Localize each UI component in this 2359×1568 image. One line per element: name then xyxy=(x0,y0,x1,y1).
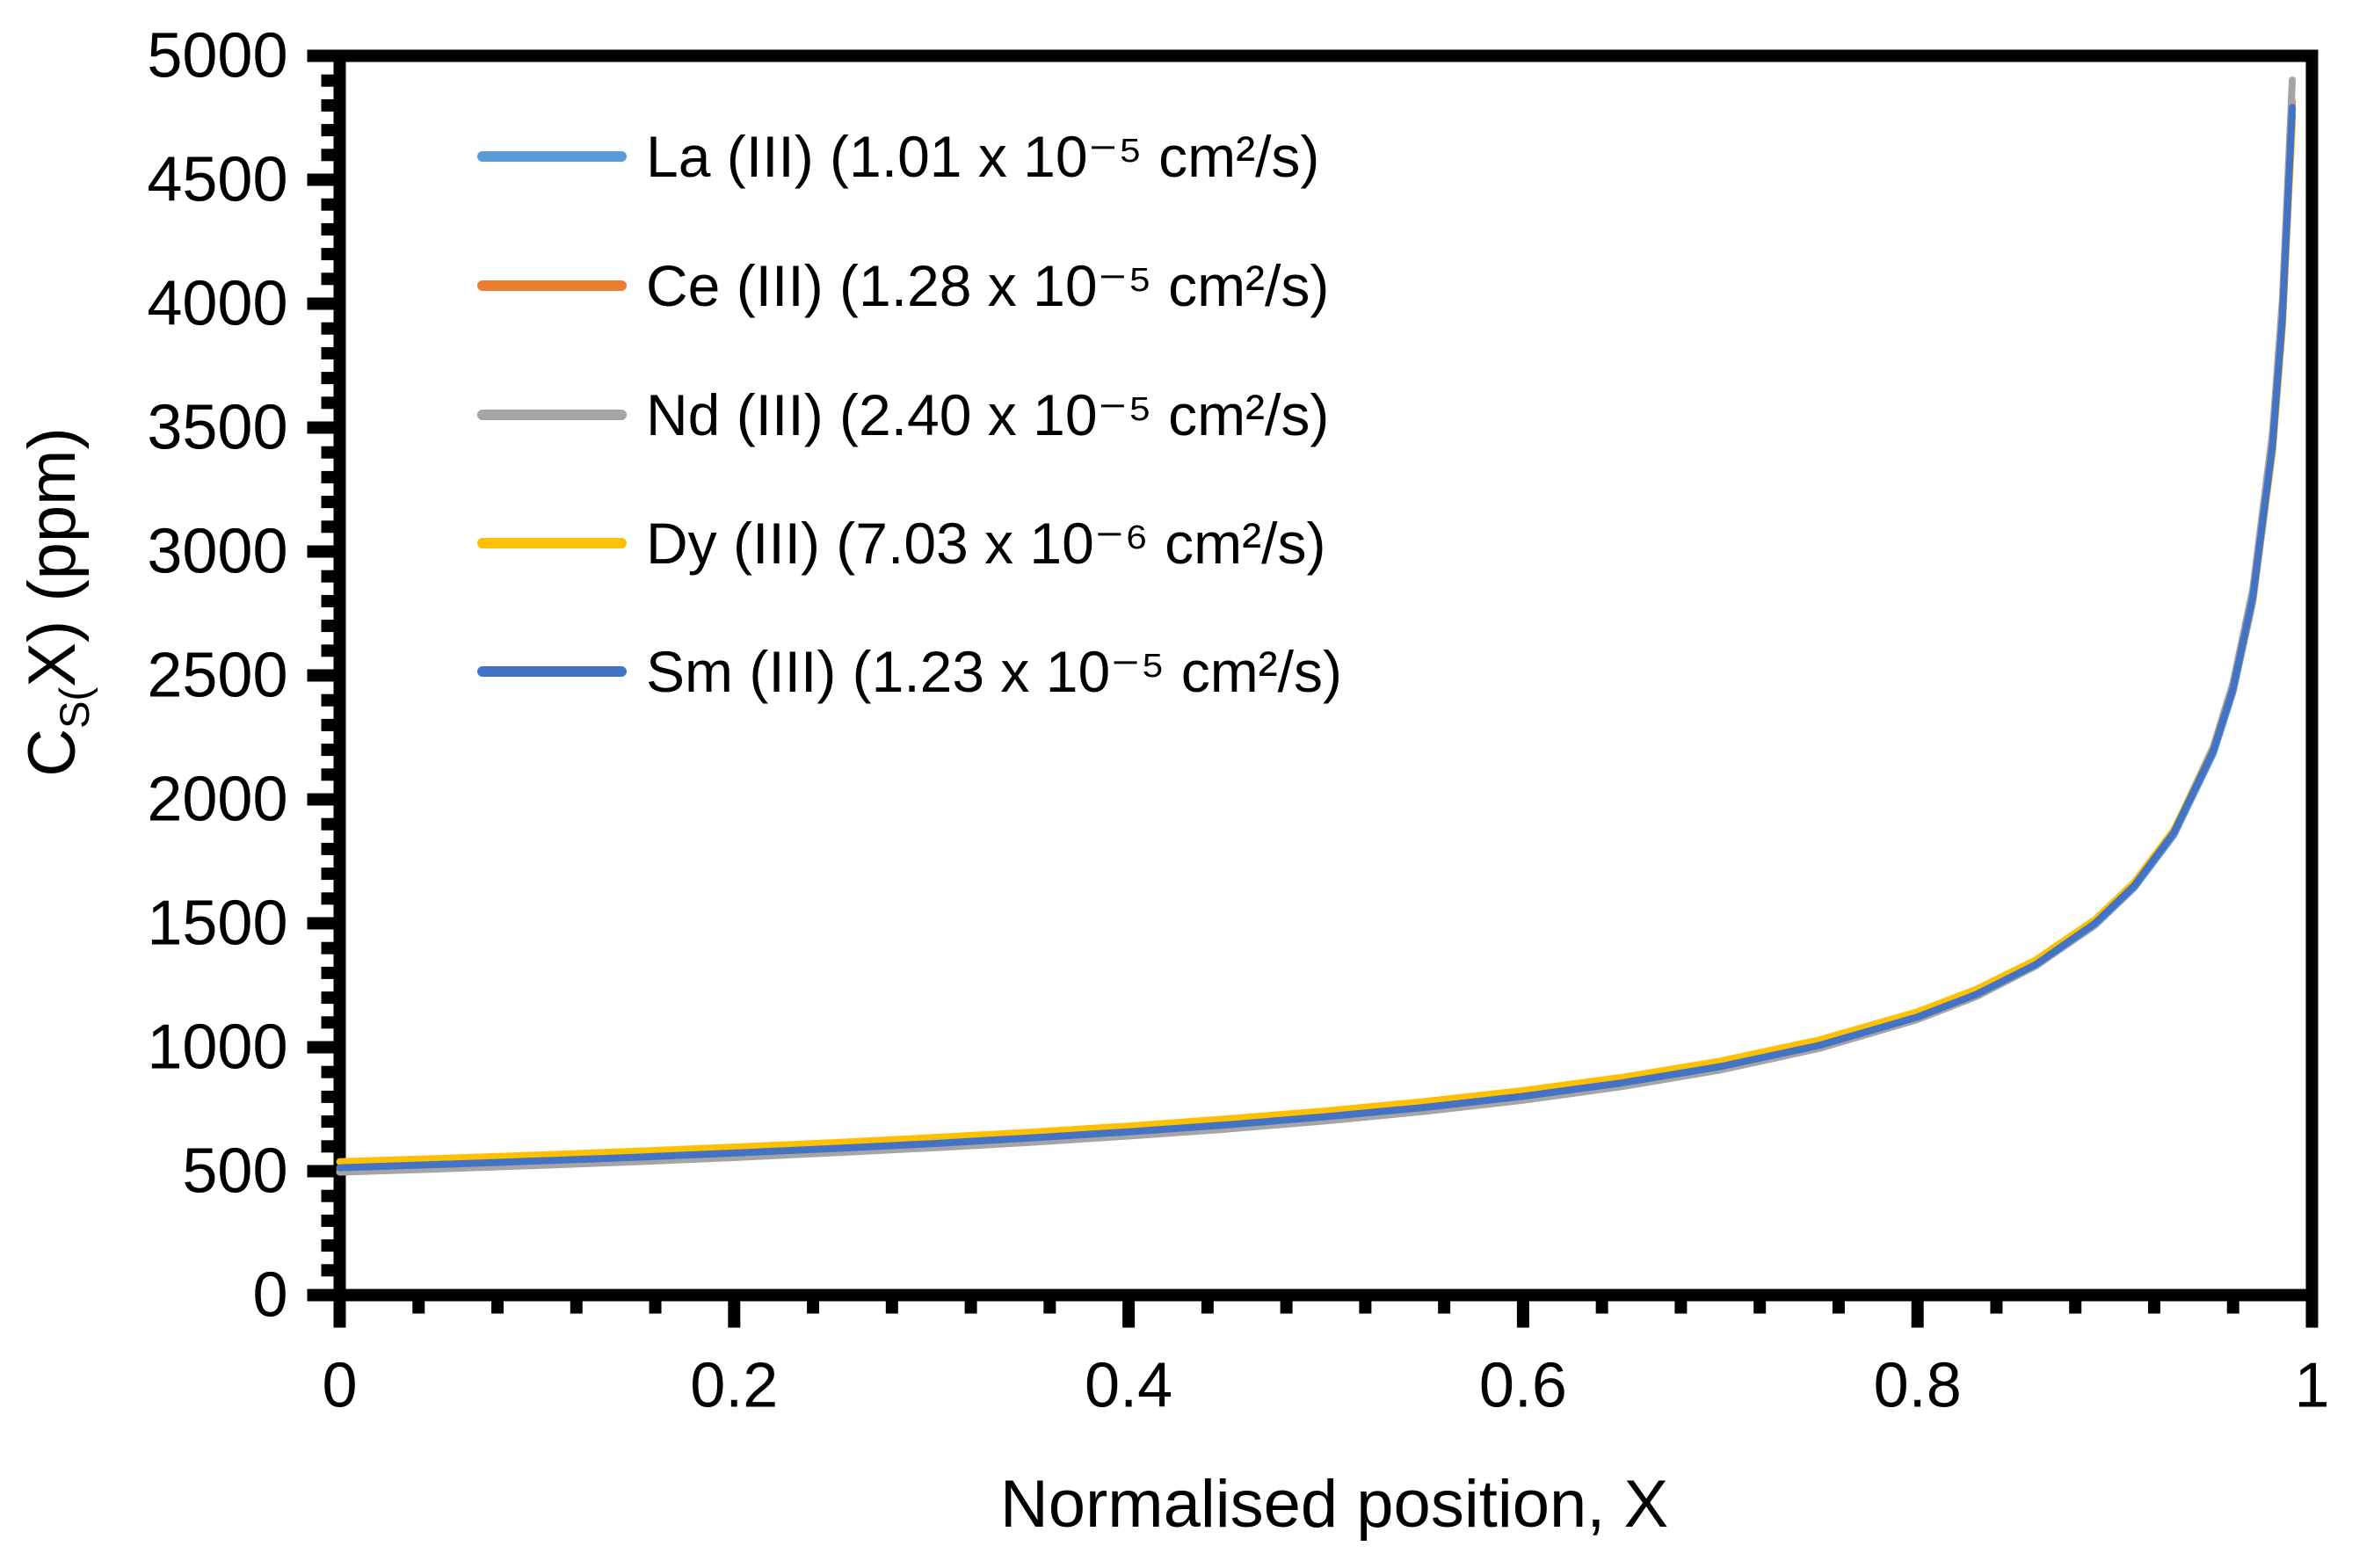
series-line-sm xyxy=(336,104,2297,1172)
x-tick-label: 0 xyxy=(322,1351,357,1421)
y-tick-label: 4500 xyxy=(147,145,287,215)
x-tick-label: 0.2 xyxy=(690,1351,778,1421)
y-axis-title-prefix: C xyxy=(15,728,90,777)
y-tick-label: 4000 xyxy=(147,269,287,339)
y-tick-label: 5000 xyxy=(147,21,287,91)
legend-item-la: La (III) (1.01 x 10⁻⁵ cm²/s) xyxy=(477,121,1319,192)
x-tick-label: 0.6 xyxy=(1479,1351,1567,1421)
legend-item-nd: Nd (III) (2.40 x 10⁻⁵ cm²/s) xyxy=(477,380,1329,450)
y-tick-label: 3000 xyxy=(147,517,287,587)
x-tick-label: 0.4 xyxy=(1085,1351,1172,1421)
legend-label-ce: Ce (III) (1.28 x 10⁻⁵ cm²/s) xyxy=(646,253,1330,318)
x-tick-label: 0.8 xyxy=(1874,1351,1962,1421)
legend-line-swatch-ce xyxy=(477,280,627,291)
y-tick-label: 1500 xyxy=(147,889,287,959)
x-axis-title: Normalised position, X xyxy=(999,1467,1669,1542)
y-axis-title-subscript: S( xyxy=(51,686,98,729)
legend-item-ce: Ce (III) (1.28 x 10⁻⁵ cm²/s) xyxy=(477,250,1329,321)
y-axis-title: CS(X) (ppm) xyxy=(15,242,98,962)
y-tick-label: 500 xyxy=(182,1136,287,1207)
y-tick-label: 1000 xyxy=(147,1013,287,1083)
legend-label-la: La (III) (1.01 x 10⁻⁵ cm²/s) xyxy=(646,124,1320,189)
legend-item-dy: Dy (III) (7.03 x 10⁻⁶ cm²/s) xyxy=(477,508,1325,578)
legend-label-dy: Dy (III) (7.03 x 10⁻⁶ cm²/s) xyxy=(646,511,1326,576)
y-tick-label: 2000 xyxy=(147,765,287,835)
y-tick-label: 0 xyxy=(252,1260,287,1331)
x-tick-label: 1 xyxy=(2294,1351,2329,1421)
y-tick-label: 2500 xyxy=(147,641,287,711)
legend-line-swatch-la xyxy=(477,151,627,162)
legend-line-swatch-nd xyxy=(477,410,627,420)
legend-line-swatch-dy xyxy=(477,538,627,548)
legend-item-sm: Sm (III) (1.23 x 10⁻⁵ cm²/s) xyxy=(477,636,1342,707)
plot-frame xyxy=(333,49,2319,1302)
y-axis-title-rest: X) (ppm) xyxy=(15,427,90,687)
legend-label-sm: Sm (III) (1.23 x 10⁻⁵ cm²/s) xyxy=(646,639,1342,704)
y-tick-label: 3500 xyxy=(147,393,287,463)
legend-label-nd: Nd (III) (2.40 x 10⁻⁵ cm²/s) xyxy=(646,382,1330,447)
series-line-nd xyxy=(336,76,2297,1176)
legend-line-swatch-sm xyxy=(477,666,627,677)
